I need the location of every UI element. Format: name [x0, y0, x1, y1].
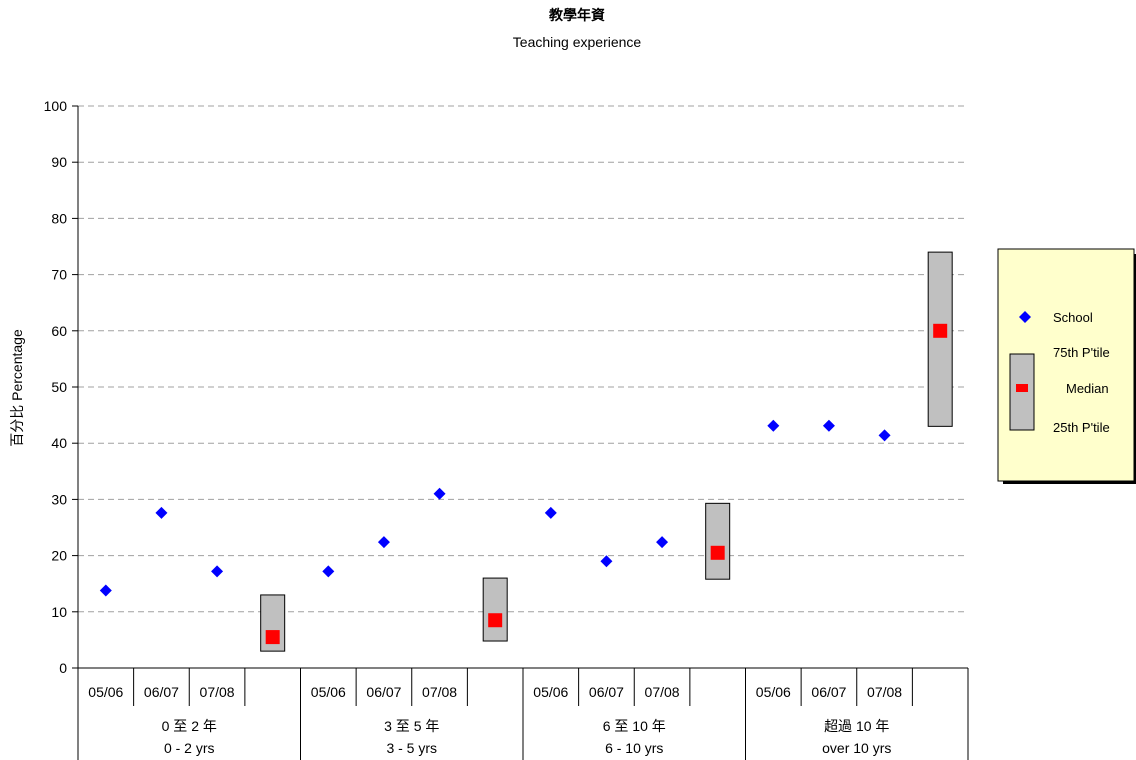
- y-tick-label: 70: [51, 267, 67, 283]
- chart-title: 教學年資: [549, 7, 605, 23]
- legend-median-marker: [1016, 384, 1028, 392]
- school-point: [377, 536, 390, 549]
- x-group-label-zh: 超過 10 年: [824, 718, 889, 734]
- x-year-label: 05/06: [756, 684, 791, 700]
- x-year-label: 05/06: [311, 684, 346, 700]
- y-tick-label: 30: [51, 491, 67, 507]
- legend-school-label: School: [1053, 310, 1093, 325]
- x-group-label-zh: 0 至 2 年: [162, 718, 217, 734]
- legend: School 75th P'tile Median 25th P'tile: [997, 248, 1136, 484]
- school-point: [767, 419, 780, 432]
- school-point: [878, 429, 891, 442]
- median-marker: [265, 630, 280, 645]
- x-category-labels: 05/06 06/07 07/08 0 至 2 年 0 - 2 yrs 05/06 06/0…: [88, 684, 902, 756]
- y-tick-label: 0: [59, 660, 67, 676]
- y-tick-labels: 0 10 20 30 40 50 60 70 80 90 100: [44, 98, 68, 676]
- school-points: [99, 419, 891, 597]
- median-marker: [488, 613, 503, 628]
- x-year-label: 07/08: [867, 684, 902, 700]
- legend-p25-label: 25th P'tile: [1053, 420, 1110, 435]
- chart-subtitle: Teaching experience: [513, 34, 642, 50]
- x-group-label-en: 0 - 2 yrs: [164, 740, 215, 756]
- x-year-label: 06/07: [366, 684, 401, 700]
- percentile-box: [927, 251, 953, 427]
- x-group-label-zh: 3 至 5 年: [384, 718, 439, 734]
- y-tick-label: 80: [51, 210, 67, 226]
- y-tick-label: 50: [51, 379, 67, 395]
- median-marker: [710, 545, 725, 560]
- axes: [72, 105, 969, 760]
- school-point: [211, 565, 224, 578]
- chart-title-group: 教學年資 Teaching experience: [513, 7, 642, 50]
- grid-lines: [78, 105, 968, 613]
- y-tick-label: 20: [51, 548, 67, 564]
- school-point: [322, 565, 335, 578]
- x-group-label-en: 3 - 5 yrs: [386, 740, 437, 756]
- x-year-label: 05/06: [533, 684, 568, 700]
- percentile-box: [705, 502, 731, 580]
- x-year-label: 06/07: [144, 684, 179, 700]
- y-tick-label: 40: [51, 435, 67, 451]
- legend-p75-label: 75th P'tile: [1053, 345, 1110, 360]
- school-point: [155, 506, 168, 519]
- percentile-boxes: [260, 251, 953, 652]
- percentile-box: [260, 594, 286, 652]
- school-point: [433, 487, 446, 500]
- x-year-label: 07/08: [422, 684, 457, 700]
- school-point: [600, 555, 613, 568]
- school-point: [99, 584, 112, 597]
- x-year-label: 07/08: [200, 684, 235, 700]
- y-tick-label: 10: [51, 604, 67, 620]
- x-year-label: 05/06: [88, 684, 123, 700]
- school-point: [822, 419, 835, 432]
- x-year-label: 07/08: [645, 684, 680, 700]
- x-group-label-zh: 6 至 10 年: [603, 718, 666, 734]
- y-tick-label: 100: [44, 98, 68, 114]
- y-axis-label: 百分比 Percentage: [9, 329, 25, 447]
- school-point: [656, 536, 669, 549]
- legend-median-label: Median: [1066, 381, 1109, 396]
- percentile-box: [482, 577, 508, 642]
- legend-school-marker: [1019, 311, 1031, 323]
- median-marker: [933, 323, 948, 338]
- y-tick-label: 90: [51, 154, 67, 170]
- y-tick-label: 60: [51, 323, 67, 339]
- x-year-label: 06/07: [589, 684, 624, 700]
- school-point: [544, 506, 557, 519]
- x-year-label: 06/07: [811, 684, 846, 700]
- x-group-label-en: over 10 yrs: [822, 740, 891, 756]
- x-group-label-en: 6 - 10 yrs: [605, 740, 663, 756]
